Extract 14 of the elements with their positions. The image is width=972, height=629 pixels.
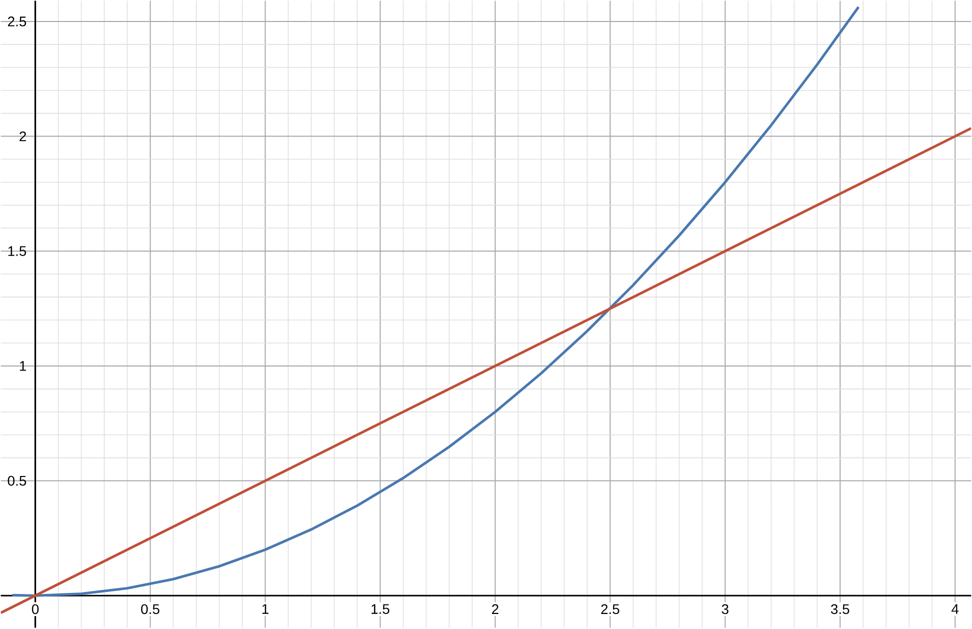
x-tick-label: 0.5 (141, 604, 160, 614)
x-tick-label: 0 (32, 604, 39, 614)
x-tick-label: 4 (952, 604, 959, 614)
x-tick-label: 3.5 (830, 604, 850, 614)
y-tick-label: 0.5 (8, 476, 26, 486)
x-tick-label: 2.5 (601, 604, 620, 614)
x-tick-label: 2 (492, 604, 498, 614)
x-tick-label: 1.5 (372, 604, 390, 614)
x-tick-label: 1 (262, 604, 268, 614)
y-tick-label: 1.5 (8, 246, 26, 256)
y-tick-label: 1 (20, 361, 26, 371)
x-tick-label: 3 (722, 604, 728, 614)
y-tick-label: 2.5 (8, 16, 26, 27)
y-tick-label: 2 (20, 132, 26, 142)
